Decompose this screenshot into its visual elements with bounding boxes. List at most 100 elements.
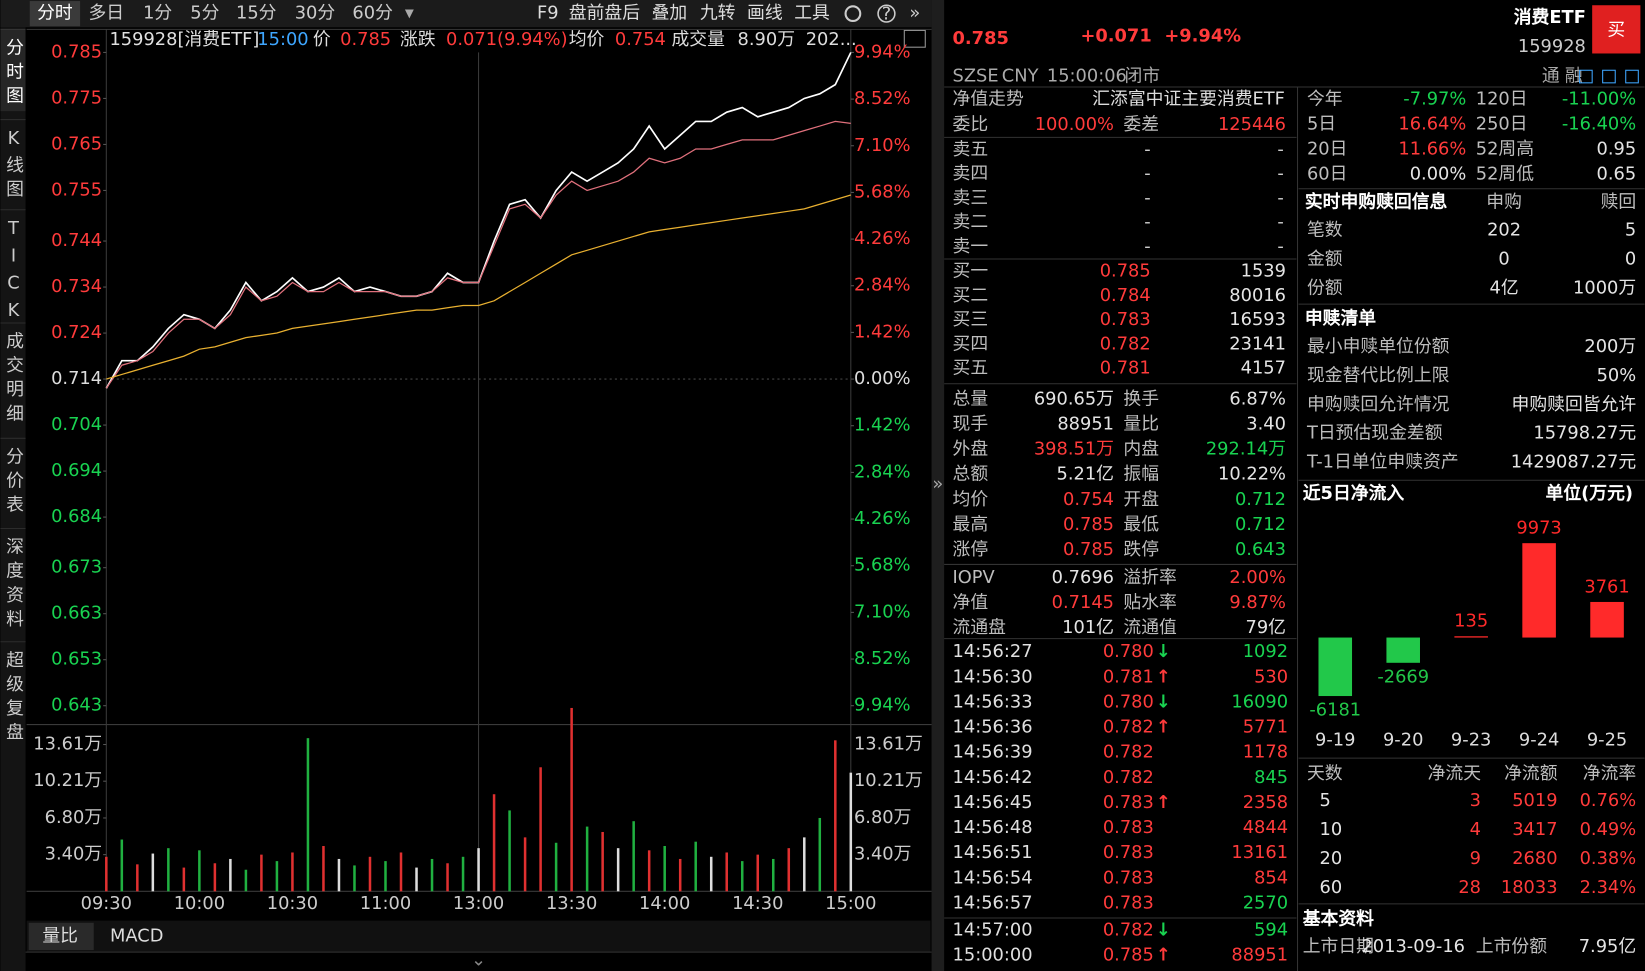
tick-volume: 5771 [1243,717,1288,738]
fund-name: 汇添富中证主要消费ETF [1092,89,1285,110]
side-tab[interactable]: 深度资料 [3,537,24,634]
volume-bar [229,858,232,892]
volume-bar [384,861,387,892]
volume-bar [647,850,651,892]
y-tick-label: 0.653 [51,649,102,670]
toolbar-bg [0,0,932,28]
volume-bar [260,854,263,892]
side-tab[interactable]: K线图 [3,128,24,204]
expand-icon[interactable]: ⌄ [471,950,486,971]
tool[interactable]: 画线 [747,3,783,24]
panel-icon[interactable] [1625,69,1639,84]
tick-time: 14:56:42 [953,767,1033,788]
y-tick-label: 0.643 [51,695,102,716]
tab[interactable]: 分时 [37,3,73,24]
y2-tick-label: 3.40万 [854,844,911,865]
x-tick-label: 9-20 [1383,729,1423,750]
tool[interactable]: 工具 [794,3,830,24]
side-tab[interactable]: 分价表 [3,446,24,519]
bottom-tabs-bg [26,920,931,953]
bid-price: 0.784 [1100,285,1151,306]
buy-label[interactable]: 买 [1607,19,1625,40]
row-value: 10 [1320,819,1343,840]
tool[interactable]: 盘前盘后 [569,3,640,24]
col-header: 申购 [1486,191,1522,212]
sidebar-bg [0,27,26,971]
row-label: 52周低 [1476,163,1534,184]
tab[interactable]: 60分 [352,3,393,24]
tick-price: 0.783 [1103,842,1154,863]
info-volume: 8.90万 [738,29,795,50]
tool[interactable]: 九转 [700,3,736,24]
tab[interactable]: 1分 [143,3,172,24]
tick-time: 14:57:00 [953,920,1033,941]
y2-tick-label: 7.10% [854,135,911,156]
volume-bar [477,848,480,892]
collapse-icon[interactable]: » [932,473,943,494]
x-tick-label: 15:00 [825,893,876,914]
ask-label: 卖二 [953,212,989,233]
volume-bar [508,810,511,892]
row-value: 0.38% [1580,848,1637,869]
row-label: 量比 [1123,414,1159,435]
info-change: 0.071(9.94%) [446,29,567,50]
side-tab[interactable]: 超级复盘 [3,650,24,747]
netflow-bar [1386,637,1420,663]
row-value: 50% [1597,365,1637,386]
ask-volume: - [1277,139,1283,160]
data-label: -2669 [1377,666,1429,687]
help-icon[interactable] [877,4,896,23]
side-tab[interactable]: 分时图 [3,37,24,110]
tab[interactable]: 多日 [88,3,124,24]
row-value: -7.97% [1403,89,1466,110]
volume-bar [756,854,760,892]
buy-button[interactable] [1592,5,1641,54]
tab[interactable]: 30分 [295,3,336,24]
bid-volume: 80016 [1229,285,1286,306]
panel-icon[interactable] [1602,69,1616,84]
info-change-label: 涨跌 [400,29,436,50]
row-value: 20 [1320,848,1343,869]
row-label: 52周高 [1476,139,1534,160]
x-tick-label: 10:00 [174,893,225,914]
volume-bar [709,856,713,892]
volume-bar [368,856,372,892]
row-label: 申购赎回允许情况 [1307,394,1450,415]
y-tick-label: 13.61万 [33,734,102,755]
row-value: 3 [1470,790,1481,811]
more-icon[interactable]: » [909,3,920,24]
tick-price: 0.782 [1103,920,1154,941]
tick-volume: 4844 [1243,817,1288,838]
side-tab[interactable]: 成交明细 [3,331,24,428]
bottom-tab[interactable]: MACD [110,925,163,946]
tick-volume: 2358 [1243,792,1288,813]
y2-tick-label: 2.84% [854,275,911,296]
volume-bar [725,852,728,892]
row-value: 0.7145 [1052,592,1114,613]
row-label: 金额 [1307,249,1343,270]
volume-bar [834,740,837,892]
bottom-tab[interactable]: 量比 [42,925,78,946]
row-label: 贴水率 [1123,592,1176,613]
volume-bar [105,856,108,892]
row-value: 100.00% [1035,114,1114,135]
row-label: 总额 [953,464,989,485]
row-value: 5.21亿 [1057,464,1114,485]
settings-icon[interactable] [844,5,862,23]
y2-tick-label: 5.68% [854,555,911,576]
row-value: 398.51万 [1034,439,1114,460]
dropdown-icon[interactable]: ▾ [405,3,414,24]
tick-arrow: ↑ [1156,792,1171,813]
row-label: 上市份额 [1476,936,1547,957]
y-tick-label: 0.694 [51,460,102,481]
tab[interactable]: 5分 [190,3,219,24]
tab[interactable]: 15分 [236,3,277,24]
tick-time: 14:56:27 [953,641,1033,662]
side-tab[interactable]: TICK [3,218,24,327]
row-label: 开盘 [1123,489,1159,510]
tool[interactable]: F9 [537,3,559,24]
tool[interactable]: 叠加 [652,3,688,24]
bid-price: 0.783 [1100,309,1151,330]
row-label: 跌停 [1123,539,1159,560]
panel-icon[interactable] [1579,69,1593,84]
